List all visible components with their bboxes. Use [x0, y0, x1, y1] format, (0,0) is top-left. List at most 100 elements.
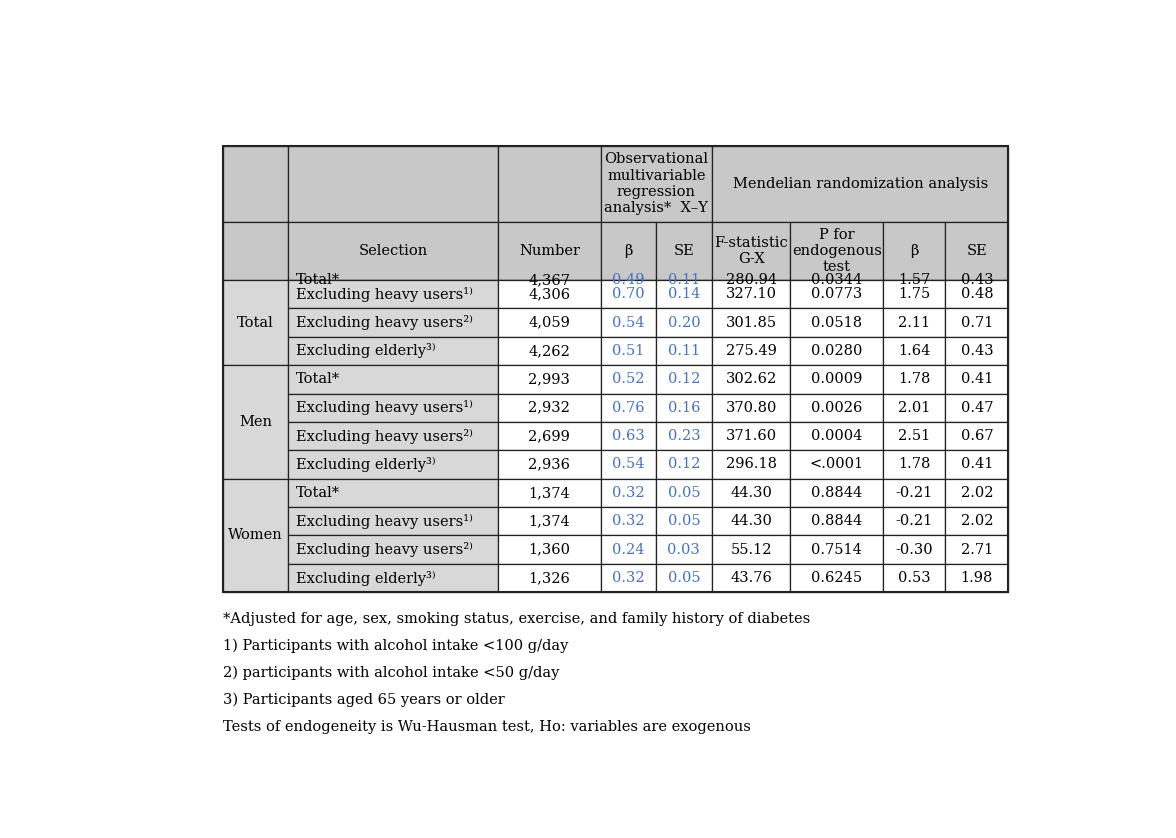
Text: 2.51: 2.51 [898, 429, 930, 443]
Text: 370.80: 370.80 [726, 401, 777, 415]
Bar [790, 337, 883, 365]
Text: 0.05: 0.05 [668, 515, 700, 528]
Text: 0.0004: 0.0004 [811, 429, 863, 443]
Text: 1,374: 1,374 [528, 515, 570, 528]
Text: 302.62: 302.62 [726, 372, 777, 386]
Bar [946, 507, 1008, 535]
Text: 0.0518: 0.0518 [811, 316, 862, 329]
Text: 0.53: 0.53 [898, 571, 930, 585]
Text: 296.18: 296.18 [726, 458, 777, 472]
Text: 0.0009: 0.0009 [811, 372, 863, 386]
Bar [655, 564, 713, 592]
Text: Observational
multivariable
regression
analysis*  X–Y: Observational multivariable regression a… [604, 153, 708, 215]
Bar [497, 450, 601, 478]
Text: 0.0026: 0.0026 [811, 401, 863, 415]
Text: 275.49: 275.49 [726, 344, 776, 358]
Text: 0.71: 0.71 [961, 316, 993, 329]
Text: P for
endogenous
test: P for endogenous test [791, 228, 882, 274]
Bar [601, 564, 655, 592]
Bar [946, 280, 1008, 308]
Bar [601, 422, 655, 450]
Bar [790, 507, 883, 535]
Bar [883, 507, 946, 535]
Bar [222, 478, 288, 592]
Text: 0.03: 0.03 [668, 543, 700, 556]
Text: 0.8844: 0.8844 [811, 515, 862, 528]
Text: Total: Total [238, 316, 274, 329]
Text: Total*: Total* [295, 273, 340, 287]
Bar [288, 308, 497, 337]
Bar [601, 365, 655, 394]
Bar [655, 422, 713, 450]
Text: 1.75: 1.75 [898, 287, 930, 301]
Text: 55.12: 55.12 [730, 543, 771, 556]
Bar [713, 564, 790, 592]
Bar [655, 222, 713, 280]
Text: 3) Participants aged 65 years or older: 3) Participants aged 65 years or older [222, 693, 505, 707]
Text: 0.7514: 0.7514 [811, 543, 862, 556]
Bar [790, 535, 883, 564]
Text: -0.30: -0.30 [896, 543, 934, 556]
Bar [288, 280, 497, 308]
Bar [946, 450, 1008, 478]
Bar [601, 222, 655, 280]
Bar [288, 507, 497, 535]
Bar [883, 478, 946, 507]
Bar [655, 507, 713, 535]
Text: 0.16: 0.16 [668, 401, 700, 415]
Bar [288, 422, 497, 450]
Bar [222, 146, 1008, 592]
Bar [713, 280, 790, 308]
Text: 0.70: 0.70 [612, 287, 644, 301]
Bar [713, 507, 790, 535]
Text: 0.14: 0.14 [668, 287, 700, 301]
Text: 1.78: 1.78 [898, 372, 930, 386]
Bar [222, 222, 288, 280]
Text: 4,262: 4,262 [528, 344, 570, 358]
Text: 2.02: 2.02 [961, 515, 993, 528]
Text: 0.6245: 0.6245 [811, 571, 862, 585]
Text: β: β [624, 244, 633, 258]
Bar [601, 478, 655, 507]
Bar [713, 365, 790, 394]
Text: 0.76: 0.76 [612, 401, 644, 415]
Bar [497, 535, 601, 564]
Text: 0.8844: 0.8844 [811, 486, 862, 500]
Bar [288, 394, 497, 422]
Bar [883, 450, 946, 478]
Bar [288, 450, 497, 478]
Text: 327.10: 327.10 [726, 287, 777, 301]
Text: 43.76: 43.76 [730, 571, 773, 585]
Text: 1.64: 1.64 [898, 344, 930, 358]
Text: 2.01: 2.01 [898, 401, 930, 415]
Bar [883, 222, 946, 280]
Bar [946, 394, 1008, 422]
Text: 0.12: 0.12 [668, 372, 700, 386]
Bar [790, 422, 883, 450]
Text: Excluding heavy users²⁾: Excluding heavy users²⁾ [295, 315, 473, 330]
Bar [713, 535, 790, 564]
Bar [946, 478, 1008, 507]
Bar [713, 222, 790, 280]
Bar [288, 564, 497, 592]
Text: <.0001: <.0001 [810, 458, 864, 472]
Text: 0.43: 0.43 [961, 273, 994, 287]
Bar [883, 394, 946, 422]
Bar [790, 450, 883, 478]
Text: β: β [910, 244, 918, 258]
Bar [946, 365, 1008, 394]
Bar [655, 365, 713, 394]
Text: 2) participants with alcohol intake <50 g/day: 2) participants with alcohol intake <50 … [222, 666, 559, 680]
Bar [497, 337, 601, 365]
Text: 0.54: 0.54 [612, 458, 644, 472]
Bar [713, 394, 790, 422]
Text: 4,306: 4,306 [528, 287, 570, 301]
Text: 2,932: 2,932 [528, 401, 570, 415]
Bar [601, 507, 655, 535]
Text: 0.41: 0.41 [961, 458, 993, 472]
Text: 44.30: 44.30 [730, 486, 773, 500]
Bar [601, 450, 655, 478]
Text: Total*: Total* [295, 372, 340, 386]
Text: 0.51: 0.51 [612, 344, 644, 358]
Bar [497, 280, 601, 308]
